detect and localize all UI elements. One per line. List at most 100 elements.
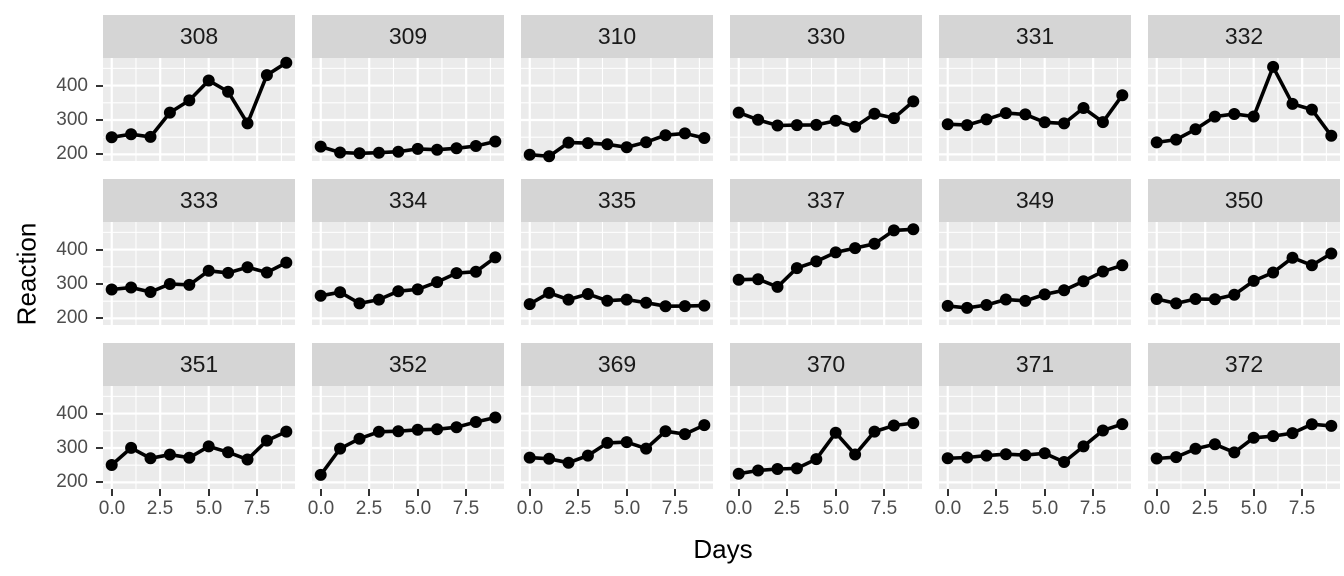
data-point (562, 136, 575, 149)
data-point (105, 131, 118, 144)
facet-plot-area (521, 386, 713, 489)
facet-plot-area (1148, 222, 1340, 325)
facet-plot-area (103, 56, 295, 161)
x-tick-label: 5.0 (613, 498, 641, 519)
data-point (241, 453, 254, 466)
data-point (163, 106, 176, 119)
data-point (1305, 259, 1318, 272)
data-point (941, 452, 954, 465)
data-point (280, 425, 293, 438)
data-point (941, 299, 954, 312)
facet-strip-label: 369 (521, 343, 713, 386)
data-point (125, 441, 138, 454)
data-point (1077, 440, 1090, 453)
facet-panel: 370 (730, 343, 922, 489)
data-point (581, 137, 594, 150)
data-point (523, 451, 536, 464)
data-point (1170, 297, 1183, 310)
x-tick-label: 7.5 (1079, 498, 1107, 519)
data-point (353, 297, 366, 310)
data-point (372, 146, 385, 159)
y-tick-label: 200 (56, 471, 88, 492)
data-point (163, 448, 176, 461)
y-tick-mark (96, 153, 103, 155)
data-point (640, 136, 653, 149)
data-point (260, 69, 273, 82)
data-point (202, 74, 215, 87)
x-tick-mark (1156, 489, 1158, 496)
data-point (601, 436, 614, 449)
data-line (1156, 422, 1332, 461)
x-tick-mark (1301, 489, 1303, 496)
data-point (1116, 89, 1129, 102)
data-point (314, 140, 327, 153)
facet-grid: 308 309 310 330 331 332 333 334 335 337 349 350 351 3… (103, 15, 1340, 489)
data-point (829, 114, 842, 127)
data-point (1267, 60, 1280, 73)
facet-strip-label: 310 (521, 15, 713, 58)
data-point (260, 434, 273, 447)
x-tick-mark (947, 489, 949, 496)
x-tick-mark (320, 489, 322, 496)
data-point (829, 246, 842, 259)
data-point (431, 276, 444, 289)
data-point (222, 85, 235, 98)
data-point (698, 132, 711, 144)
data-point (450, 421, 463, 434)
data-point (314, 289, 327, 302)
data-line (320, 255, 497, 306)
data-point (523, 298, 536, 311)
x-tick-mark (368, 489, 370, 496)
data-point (1208, 110, 1221, 123)
data-point (411, 283, 424, 296)
data-point (790, 262, 803, 275)
facet-panel: 310 (521, 15, 713, 163)
x-tick-mark (786, 489, 788, 496)
data-point (941, 118, 954, 131)
y-tick-label: 200 (56, 307, 88, 328)
facet-panel: 331 (939, 15, 1131, 161)
data-point (353, 147, 366, 160)
facet-strip-label: 371 (939, 343, 1131, 386)
facet-strip-label: 308 (103, 15, 295, 58)
data-point (980, 449, 993, 462)
facet-strip-label: 333 (103, 179, 295, 222)
data-point (1189, 293, 1202, 305)
data-point (849, 242, 862, 255)
facet-plot-area (103, 386, 295, 489)
data-point (980, 113, 993, 126)
data-point (144, 286, 157, 298)
facet-strip-label: 337 (730, 179, 922, 222)
data-point (868, 425, 881, 438)
x-axis-title: Days (693, 534, 753, 564)
data-point (1150, 136, 1163, 149)
data-line (947, 422, 1123, 465)
data-point (1228, 446, 1241, 459)
facet-plot-area (521, 222, 713, 325)
x-tick-label: 5.0 (822, 498, 850, 519)
x-tick-label: 2.5 (355, 498, 383, 519)
facet-plot-area (939, 58, 1131, 161)
x-tick-mark (465, 489, 467, 496)
data-point (601, 138, 614, 151)
data-point (1077, 102, 1090, 114)
data-point (105, 459, 118, 471)
data-point (334, 442, 347, 455)
data-point (314, 468, 327, 481)
x-tick-label: 2.5 (773, 498, 801, 519)
data-point (280, 256, 293, 269)
data-point (620, 293, 633, 306)
x-tick-label: 2.5 (982, 498, 1010, 519)
data-point (581, 288, 594, 300)
y-tick-mark (96, 413, 103, 415)
y-tick-label: 200 (56, 143, 88, 164)
x-tick-label: 5.0 (1031, 498, 1059, 519)
data-point (771, 119, 784, 132)
data-point (372, 425, 385, 438)
x-tick-label: 0.0 (1143, 498, 1171, 519)
data-line (738, 421, 914, 476)
x-tick-mark (883, 489, 885, 496)
facet-strip-label: 350 (1148, 179, 1340, 222)
data-point (1038, 116, 1051, 129)
data-point (678, 428, 691, 441)
